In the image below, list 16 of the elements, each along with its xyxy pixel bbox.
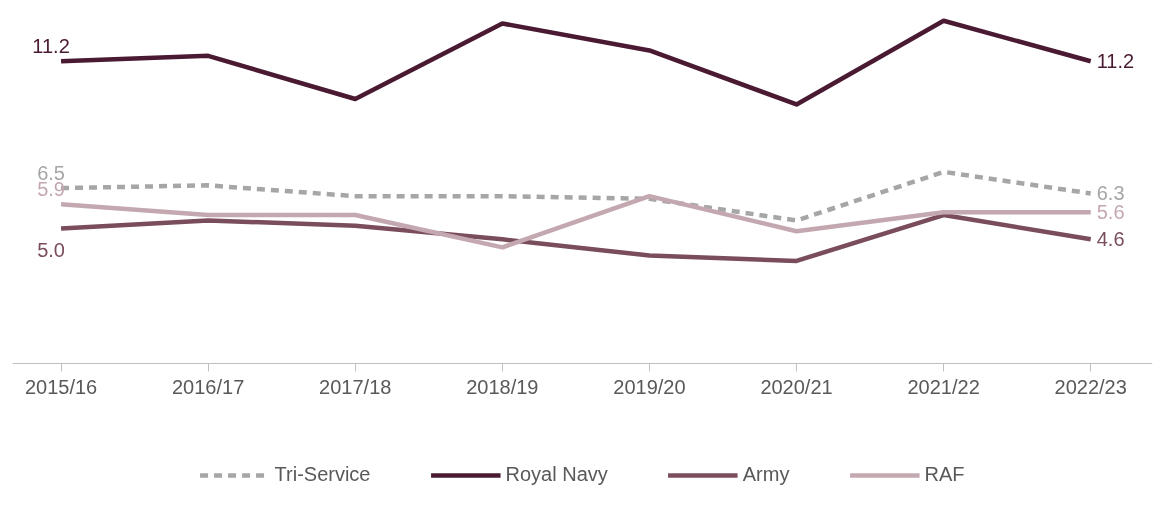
x-tick-label: 2019/20 — [613, 376, 686, 399]
x-tick-label: 2015/16 — [24, 376, 98, 399]
x-tick-label: 2016/17 — [171, 376, 245, 399]
legend-label: Tri-Service — [274, 463, 371, 486]
data-label: 11.2 — [32, 35, 70, 58]
x-tick-label: 2018/19 — [466, 376, 539, 399]
x-tick-label: 2017/18 — [319, 376, 392, 399]
legend-label: Royal Navy — [505, 463, 608, 486]
legend-label: RAF — [924, 463, 965, 486]
x-tick-label: 2020/21 — [760, 376, 833, 399]
data-label: 4.6 — [1096, 228, 1125, 251]
data-label: 5.0 — [37, 238, 65, 261]
legend-label: Army — [742, 463, 790, 486]
x-tick-label: 2021/22 — [907, 376, 980, 399]
data-label: 11.2 — [1096, 50, 1135, 73]
x-tick-label: 2022/23 — [1054, 376, 1127, 399]
